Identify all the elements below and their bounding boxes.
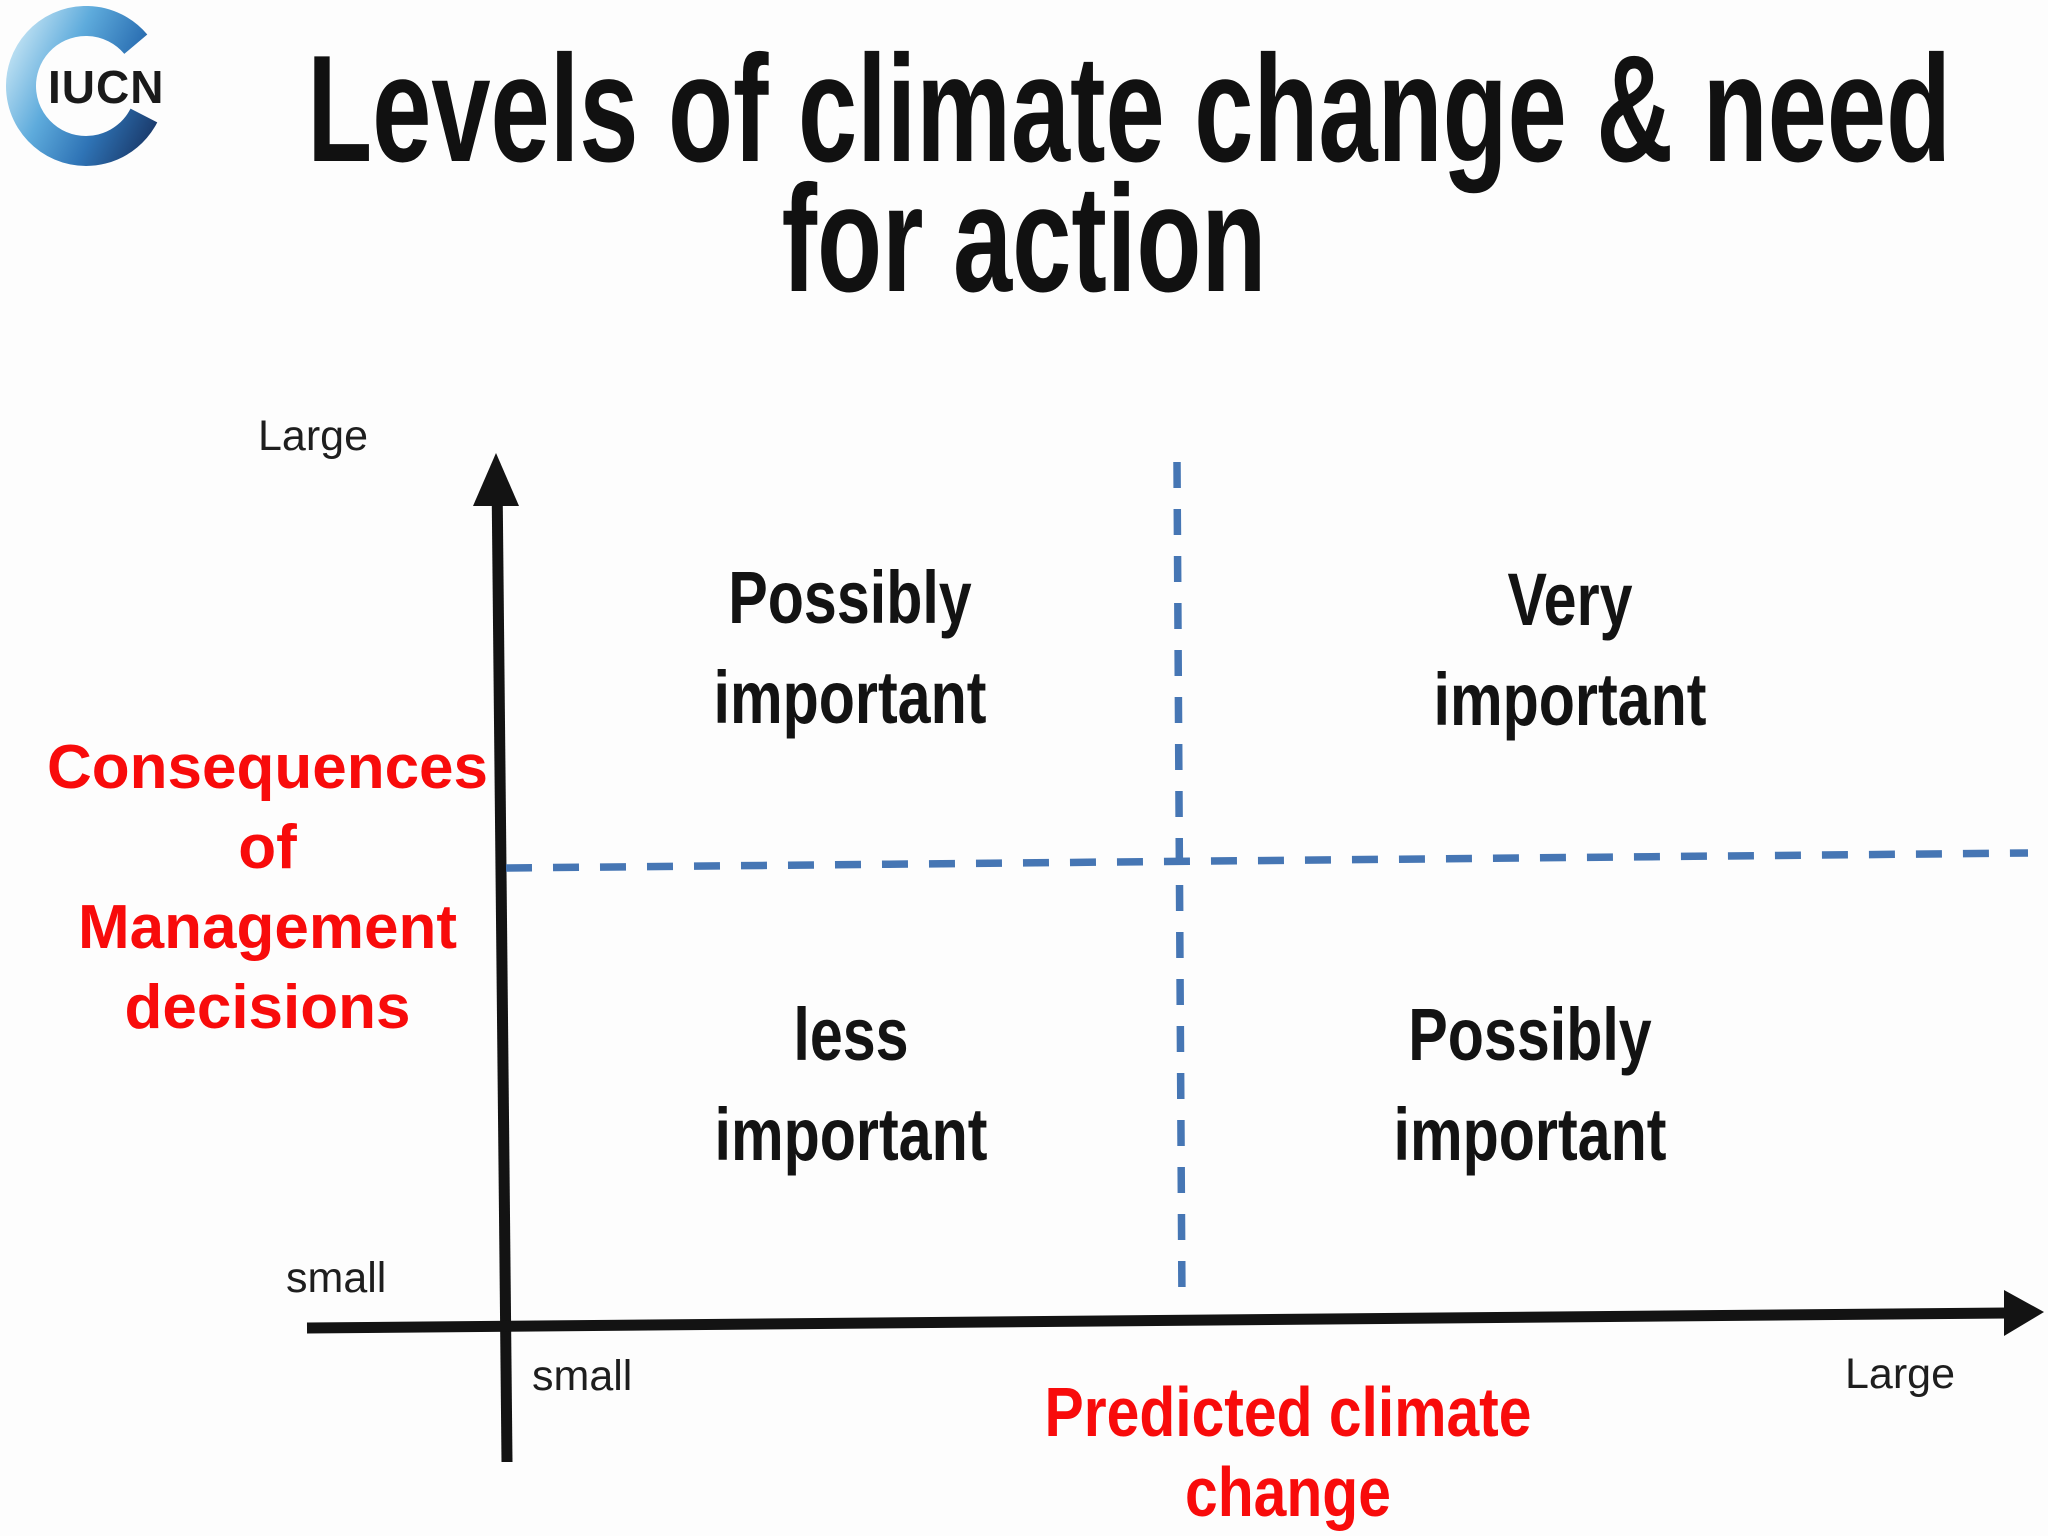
logo-text: IUCN (48, 61, 165, 113)
y-axis-title-line-1: Consequences (46, 733, 489, 802)
logo-ring-arc (6, 6, 158, 166)
quadrant-bottom-right-line-2: important (1393, 1093, 1667, 1176)
title-line-2: for action (781, 154, 1267, 324)
x-axis-arrowhead-icon (2004, 1290, 2044, 1336)
quadrant-top-left-line-1: Possibly (728, 556, 972, 639)
quadrant-label-bottom-right: Possibly important (1330, 985, 1730, 1185)
x-axis-tick-large: Large (1845, 1350, 1955, 1398)
quadrant-label-top-right: Very important (1370, 550, 1770, 750)
quadrant-top-left-line-2: important (713, 656, 987, 739)
quadrant-bottom-left-line-2: important (714, 1093, 988, 1176)
y-axis-title-line-4: decisions (124, 973, 411, 1042)
y-axis-tick-small: small (286, 1254, 387, 1302)
y-axis-tick-large: Large (258, 412, 368, 460)
quadrant-top-right-line-2: important (1433, 658, 1707, 741)
x-axis-tick-small: small (532, 1352, 633, 1400)
quadrant-top-right-line-1: Very (1507, 558, 1633, 641)
quadrant-label-bottom-left: less important (651, 985, 1051, 1185)
quadrant-bottom-right-line-1: Possibly (1408, 993, 1652, 1076)
y-axis-title: Consequences of Management decisions (35, 728, 500, 1048)
quadrant-bottom-left-line-1: less (793, 993, 909, 1076)
y-axis-line (491, 475, 513, 1463)
horizontal-dashed-divider (505, 849, 2029, 872)
logo-ring-icon (6, 6, 158, 166)
y-axis-title-line-3: Management (78, 893, 457, 962)
y-axis-title-line-2: of (238, 813, 297, 882)
page-title: Levels of climate change & need for acti… (307, 24, 1952, 324)
quadrant-label-top-left: Possibly important (650, 548, 1050, 748)
x-axis-line (306, 1307, 2009, 1334)
x-axis-title: Predicted climate change (1044, 1373, 1565, 1531)
vertical-dashed-divider (1173, 461, 1186, 1307)
title-line-1: Levels of climate change & need (307, 24, 1952, 194)
y-axis-arrowhead-icon (473, 453, 519, 506)
iucn-logo: IUCN (4, 6, 180, 168)
